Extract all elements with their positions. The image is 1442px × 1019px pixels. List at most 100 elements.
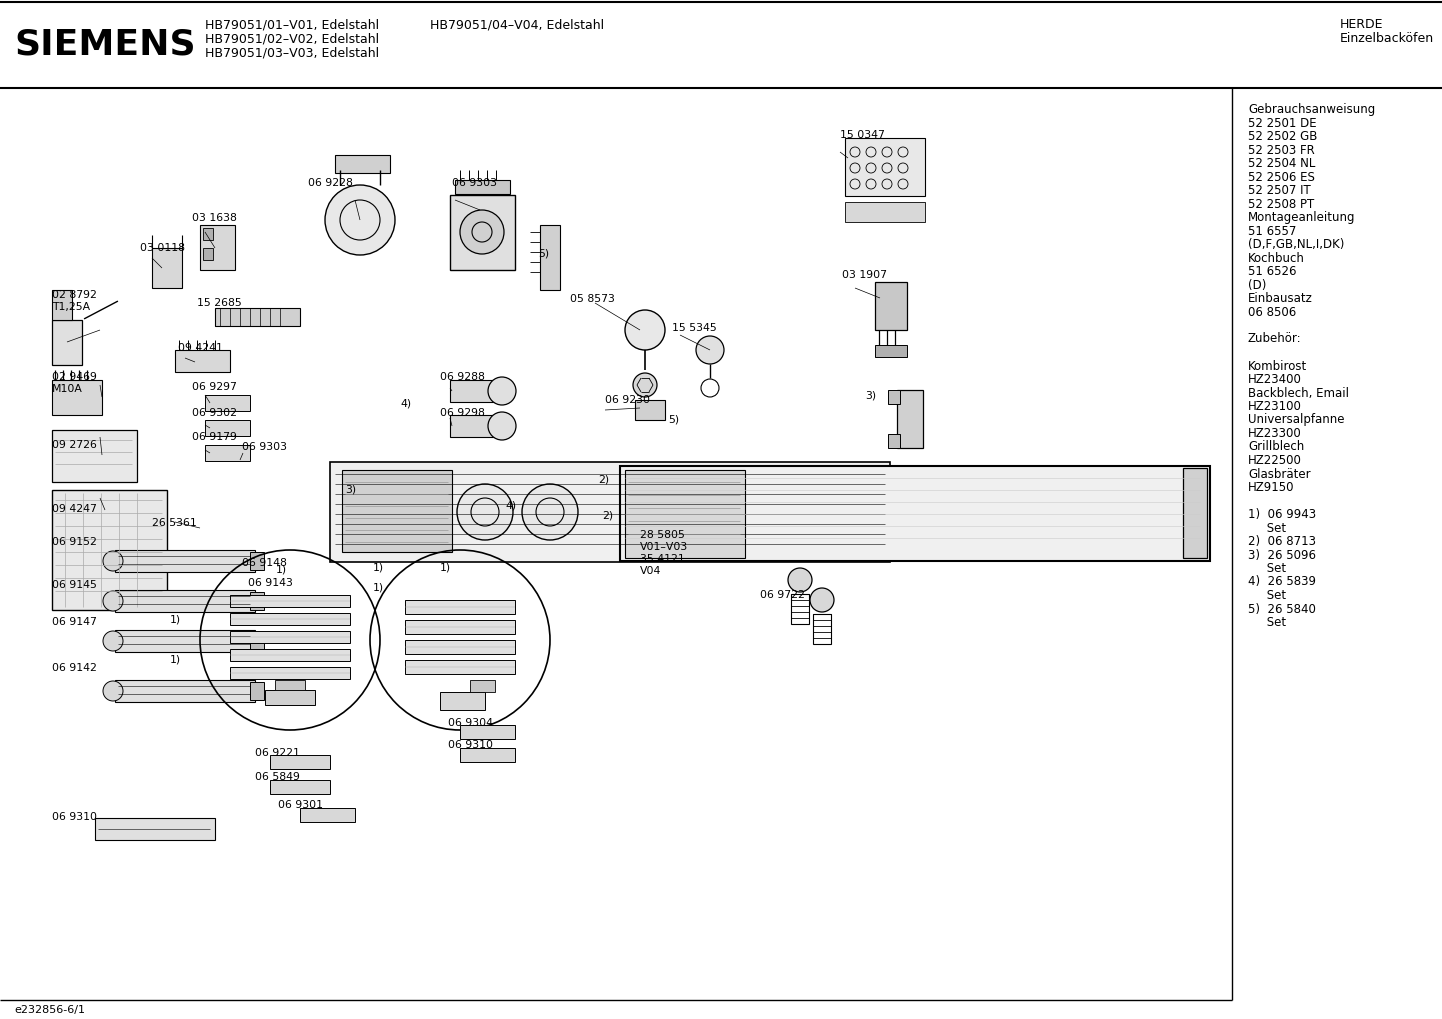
Bar	[52, 320, 82, 365]
Bar	[634, 400, 665, 420]
Text: 06 9303: 06 9303	[242, 442, 287, 452]
Bar	[215, 308, 300, 326]
Bar	[205, 445, 249, 461]
Text: HZ23100: HZ23100	[1247, 400, 1302, 413]
Text: HERDE: HERDE	[1340, 18, 1383, 31]
Text: 2): 2)	[601, 510, 613, 520]
Bar	[52, 380, 102, 415]
Text: 06 8506: 06 8506	[1247, 306, 1296, 319]
Text: Backblech, Email: Backblech, Email	[1247, 386, 1350, 399]
Bar	[624, 470, 746, 558]
Text: 06 9230: 06 9230	[606, 395, 650, 405]
Bar	[249, 552, 264, 570]
Text: HB79051/04–V04, Edelstahl: HB79051/04–V04, Edelstahl	[430, 18, 604, 31]
Bar	[813, 614, 831, 644]
Text: 06 9228: 06 9228	[309, 178, 353, 187]
Text: 15 0347: 15 0347	[841, 130, 885, 140]
Bar	[845, 202, 924, 222]
Circle shape	[810, 588, 833, 612]
Text: SIEMENS: SIEMENS	[14, 26, 196, 61]
Text: 06 9288: 06 9288	[440, 372, 485, 382]
Bar	[450, 415, 500, 437]
Text: 03 1907: 03 1907	[842, 270, 887, 280]
Bar	[115, 550, 255, 572]
Text: HZ23400: HZ23400	[1247, 373, 1302, 386]
Bar	[115, 630, 255, 652]
Bar	[460, 725, 515, 739]
Bar	[792, 594, 809, 624]
Text: HZ23300: HZ23300	[1247, 427, 1302, 440]
Circle shape	[787, 568, 812, 592]
Bar	[342, 470, 451, 552]
Bar	[270, 755, 330, 769]
Text: Glasbräter: Glasbräter	[1247, 468, 1311, 481]
Bar	[205, 395, 249, 411]
Text: 35 4121: 35 4121	[640, 554, 685, 564]
Circle shape	[633, 373, 658, 397]
Text: 5)  26 5840: 5) 26 5840	[1247, 602, 1317, 615]
Bar	[875, 345, 907, 357]
Text: HZ9150: HZ9150	[1247, 481, 1295, 494]
Text: e232856-6/1: e232856-6/1	[14, 1005, 85, 1015]
Text: 1): 1)	[275, 565, 287, 575]
Text: 51 6526: 51 6526	[1247, 265, 1296, 278]
Text: M10A: M10A	[52, 384, 82, 394]
Text: 52 2502 GB: 52 2502 GB	[1247, 130, 1318, 143]
Text: 52 2504 NL: 52 2504 NL	[1247, 157, 1315, 170]
Circle shape	[460, 210, 505, 254]
Text: 06 9142: 06 9142	[52, 663, 97, 673]
Text: 15 5345: 15 5345	[672, 323, 717, 333]
Text: V04: V04	[640, 566, 662, 576]
Bar	[1182, 468, 1207, 558]
Text: (D,F,GB,NL,I,DK): (D,F,GB,NL,I,DK)	[1247, 238, 1344, 251]
Bar	[151, 248, 182, 288]
Text: 1): 1)	[373, 582, 384, 592]
Text: 3): 3)	[345, 485, 356, 495]
Text: Universalpfanne: Universalpfanne	[1247, 414, 1344, 427]
Text: 1): 1)	[170, 615, 182, 625]
Bar	[52, 290, 72, 320]
Text: 03 1638: 03 1638	[192, 213, 236, 223]
Bar	[405, 620, 515, 634]
Bar	[275, 680, 306, 690]
Text: 02 8792: 02 8792	[52, 290, 97, 300]
Text: 5): 5)	[668, 415, 679, 425]
Bar	[470, 680, 495, 692]
Bar	[405, 640, 515, 654]
Text: 1)  06 9943: 1) 06 9943	[1247, 508, 1317, 521]
Circle shape	[102, 591, 123, 611]
Text: 1): 1)	[373, 562, 384, 572]
Bar	[52, 430, 137, 482]
Text: 06 9298: 06 9298	[440, 408, 485, 418]
Circle shape	[522, 484, 578, 540]
Bar	[231, 631, 350, 643]
Bar	[52, 490, 167, 610]
Bar	[405, 660, 515, 674]
Text: 5): 5)	[538, 248, 549, 258]
Text: 06 9297: 06 9297	[192, 382, 236, 392]
Bar	[875, 282, 907, 330]
Text: 2)  06 8713: 2) 06 8713	[1247, 535, 1317, 548]
Text: 2): 2)	[598, 475, 609, 485]
Bar	[405, 600, 515, 614]
Text: Montageanleitung: Montageanleitung	[1247, 211, 1355, 224]
Text: 1): 1)	[170, 655, 182, 665]
Text: 4)  26 5839: 4) 26 5839	[1247, 576, 1317, 589]
Text: 52 2503 FR: 52 2503 FR	[1247, 144, 1315, 157]
Circle shape	[624, 310, 665, 350]
Text: 06 9221: 06 9221	[255, 748, 300, 758]
Bar	[203, 228, 213, 240]
Text: 28 5805: 28 5805	[640, 530, 685, 540]
Text: Kochbuch: Kochbuch	[1247, 252, 1305, 265]
Text: 52 2501 DE: 52 2501 DE	[1247, 116, 1317, 129]
Bar	[450, 195, 515, 270]
Bar	[115, 590, 255, 612]
Bar	[231, 667, 350, 679]
Text: HB79051/01–V01, Edelstahl: HB79051/01–V01, Edelstahl	[205, 18, 379, 31]
Bar	[205, 420, 249, 436]
Bar	[330, 462, 890, 562]
Text: HZ22500: HZ22500	[1247, 454, 1302, 467]
Circle shape	[487, 412, 516, 440]
Bar	[270, 780, 330, 794]
Text: 06 5849: 06 5849	[255, 772, 300, 782]
